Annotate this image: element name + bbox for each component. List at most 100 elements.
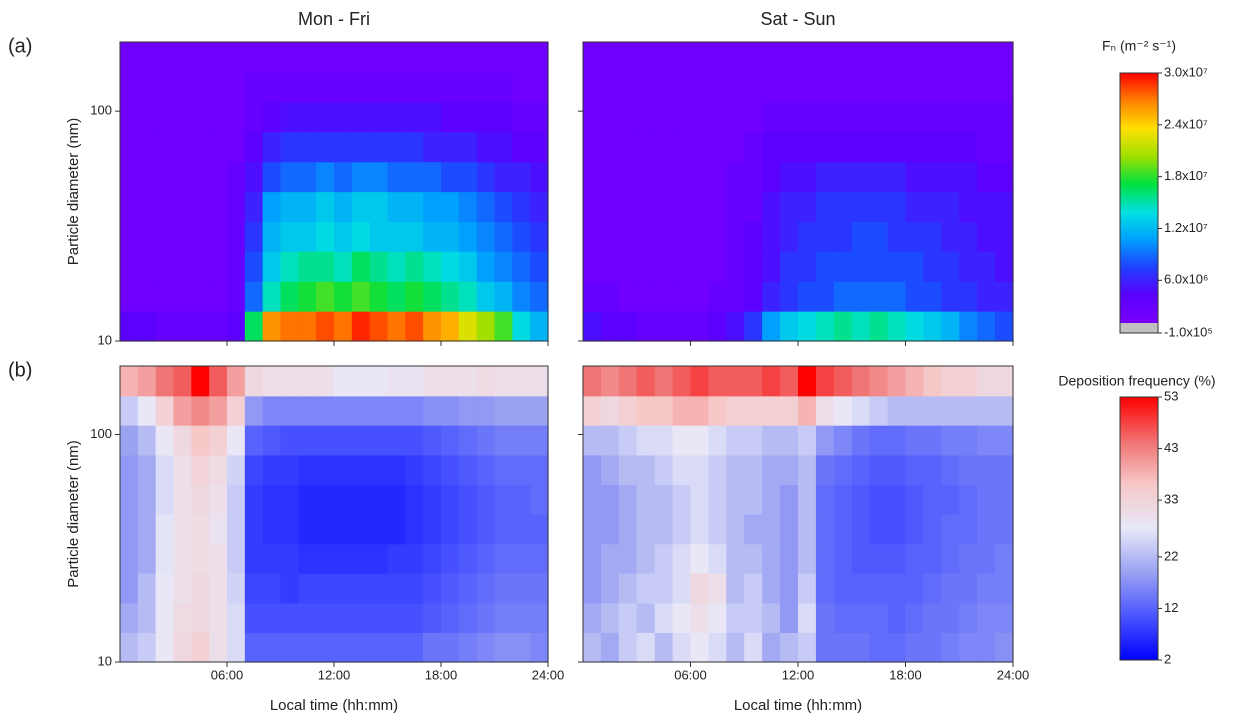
heatmap-cell — [798, 42, 817, 73]
heatmap-cell — [636, 543, 656, 574]
heatmap-cell — [120, 573, 139, 604]
heatmap-cell — [869, 42, 889, 73]
heatmap-cell — [441, 131, 460, 163]
heatmap-cell — [191, 311, 210, 342]
heatmap-cell — [262, 425, 282, 456]
heatmap-cell — [941, 454, 960, 486]
heatmap-cell — [280, 42, 299, 73]
heatmap-cell — [351, 251, 371, 282]
heatmap-cell — [869, 221, 889, 252]
heatmap-cell — [476, 42, 496, 73]
heatmap-cell — [851, 72, 871, 103]
heatmap-cell — [137, 602, 157, 633]
heatmap-cell — [708, 221, 727, 252]
heatmap-cell — [780, 311, 799, 342]
heatmap-cell — [441, 514, 460, 545]
heatmap-cell — [405, 573, 424, 604]
heatmap-cell — [441, 221, 460, 252]
heatmap-cell — [405, 543, 424, 574]
heatmap-cell — [387, 311, 406, 342]
heatmap-cell — [209, 514, 228, 545]
heatmap-cell — [618, 251, 638, 282]
heatmap-cell — [530, 221, 549, 252]
heatmap-cell — [244, 42, 264, 73]
heatmap-cell — [494, 632, 513, 663]
heatmap-cell — [191, 101, 210, 133]
heatmap-cell — [600, 251, 620, 282]
heatmap-cell — [654, 602, 674, 633]
heatmap-cell — [441, 101, 460, 133]
heatmap-cell — [173, 161, 192, 193]
heatmap-cell — [851, 573, 871, 604]
heatmap-cell — [173, 251, 192, 282]
heatmap-cell — [708, 514, 727, 545]
heatmap-cell — [173, 395, 192, 426]
heatmap-cell — [387, 42, 406, 73]
heatmap-cell — [708, 191, 727, 223]
heatmap-cell — [334, 42, 353, 73]
heatmap-cell — [869, 131, 889, 163]
heatmap-cell — [905, 514, 925, 545]
heatmap-cell — [280, 101, 299, 133]
x-tick-label: 12:00 — [782, 667, 815, 682]
heatmap-cell — [244, 632, 264, 663]
x-tick-label: 24:00 — [532, 667, 565, 682]
heatmap-cell — [441, 42, 460, 73]
heatmap-cell — [334, 573, 353, 604]
heatmap-cell — [369, 366, 389, 397]
heatmap-cell — [155, 221, 175, 252]
heatmap-cell — [137, 191, 157, 223]
heatmap-cell — [191, 602, 210, 633]
heatmap-cell — [798, 191, 817, 223]
heatmap-cell — [512, 221, 531, 252]
heatmap-cell — [173, 131, 192, 163]
heatmap-cell — [744, 101, 763, 133]
heatmap-cell — [887, 281, 907, 312]
heatmap-cell — [351, 131, 371, 163]
heatmap-cell — [654, 311, 674, 342]
heatmap-cell — [423, 366, 442, 397]
heatmap-cell — [869, 101, 889, 133]
heatmap-cell — [530, 191, 549, 223]
heatmap-cell — [887, 366, 907, 397]
heatmap-cell — [654, 395, 674, 426]
heatmap-cell — [512, 454, 531, 486]
heatmap-cell — [351, 366, 371, 397]
heatmap-cell — [798, 366, 817, 397]
heatmap-cell — [280, 484, 299, 515]
heatmap-cell — [494, 191, 513, 223]
heatmap-cell — [905, 221, 925, 252]
heatmap-cell — [262, 484, 282, 515]
heatmap-cell — [244, 454, 264, 486]
heatmap-cell — [851, 425, 871, 456]
heatmap-cell — [298, 311, 317, 342]
heatmap-cell — [815, 72, 835, 103]
heatmap-cell — [351, 191, 371, 223]
heatmap-cell — [137, 395, 157, 426]
heatmap-cell — [334, 311, 353, 342]
heatmap-cell — [137, 632, 157, 663]
heatmap-cell — [155, 366, 175, 397]
colorbar — [1120, 397, 1158, 660]
heatmap-cell — [851, 42, 871, 73]
heatmap-cell — [780, 281, 799, 312]
heatmap-cell — [458, 221, 478, 252]
heatmap-cell — [405, 101, 424, 133]
heatmap-cell — [298, 281, 317, 312]
heatmap-cell — [672, 395, 692, 426]
heatmap-cell — [618, 602, 638, 633]
heatmap-cell — [476, 131, 496, 163]
heatmap-cell — [227, 425, 246, 456]
heatmap-cell — [280, 191, 299, 223]
heatmap-cell — [583, 573, 602, 604]
heatmap-cell — [583, 101, 602, 133]
heatmap-cell — [833, 221, 853, 252]
heatmap-cell — [262, 161, 282, 193]
heatmap-cell — [369, 543, 389, 574]
heatmap-cell — [298, 366, 317, 397]
heatmap-cell — [351, 484, 371, 515]
heatmap-cell — [316, 251, 335, 282]
heatmap-cell — [351, 454, 371, 486]
heatmap-cell — [833, 514, 853, 545]
heatmap-cell — [441, 573, 460, 604]
